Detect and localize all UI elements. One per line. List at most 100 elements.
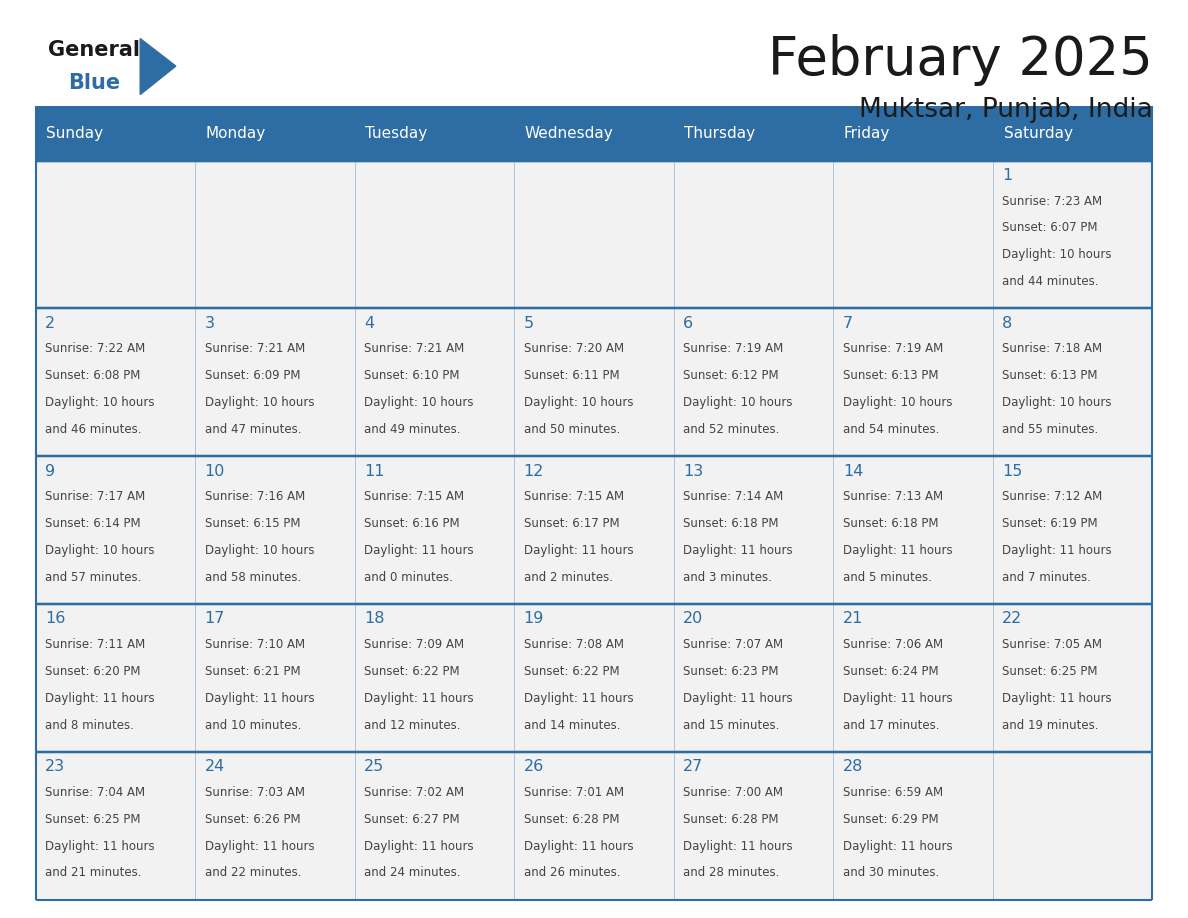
Text: Sunset: 6:20 PM: Sunset: 6:20 PM bbox=[45, 665, 140, 677]
Text: 10: 10 bbox=[204, 464, 225, 478]
Text: Monday: Monday bbox=[206, 126, 266, 140]
Bar bbox=[833, 161, 993, 308]
Text: Daylight: 11 hours: Daylight: 11 hours bbox=[842, 544, 953, 557]
Text: Sunset: 6:17 PM: Sunset: 6:17 PM bbox=[524, 517, 619, 530]
Text: and 5 minutes.: and 5 minutes. bbox=[842, 571, 931, 584]
Text: 21: 21 bbox=[842, 611, 864, 626]
Text: Daylight: 11 hours: Daylight: 11 hours bbox=[45, 840, 154, 853]
Text: Daylight: 11 hours: Daylight: 11 hours bbox=[683, 840, 792, 853]
Text: and 12 minutes.: and 12 minutes. bbox=[365, 719, 461, 732]
Text: Sunset: 6:18 PM: Sunset: 6:18 PM bbox=[842, 517, 939, 530]
Text: Friday: Friday bbox=[843, 126, 890, 140]
Text: Daylight: 11 hours: Daylight: 11 hours bbox=[683, 544, 792, 557]
Text: Sunset: 6:16 PM: Sunset: 6:16 PM bbox=[365, 517, 460, 530]
Text: and 47 minutes.: and 47 minutes. bbox=[204, 423, 302, 436]
Bar bbox=[355, 752, 514, 900]
Text: February 2025: February 2025 bbox=[767, 34, 1152, 85]
Text: Daylight: 11 hours: Daylight: 11 hours bbox=[204, 840, 315, 853]
Text: Sunset: 6:19 PM: Sunset: 6:19 PM bbox=[1003, 517, 1098, 530]
Text: Sunset: 6:14 PM: Sunset: 6:14 PM bbox=[45, 517, 140, 530]
Text: 22: 22 bbox=[1003, 611, 1023, 626]
Text: and 44 minutes.: and 44 minutes. bbox=[1003, 275, 1099, 288]
Text: 9: 9 bbox=[45, 464, 56, 478]
Text: 7: 7 bbox=[842, 316, 853, 330]
Bar bbox=[674, 308, 833, 456]
Text: Sunrise: 7:02 AM: Sunrise: 7:02 AM bbox=[365, 786, 465, 799]
Bar bbox=[36, 161, 195, 308]
Text: Sunset: 6:08 PM: Sunset: 6:08 PM bbox=[45, 369, 140, 382]
Bar bbox=[36, 752, 195, 900]
Text: Sunset: 6:28 PM: Sunset: 6:28 PM bbox=[683, 812, 779, 825]
Text: 11: 11 bbox=[365, 464, 385, 478]
Bar bbox=[195, 308, 355, 456]
Bar bbox=[36, 106, 1152, 161]
Text: and 55 minutes.: and 55 minutes. bbox=[1003, 423, 1099, 436]
Text: Sunset: 6:28 PM: Sunset: 6:28 PM bbox=[524, 812, 619, 825]
Polygon shape bbox=[140, 39, 176, 95]
Text: Daylight: 11 hours: Daylight: 11 hours bbox=[1003, 544, 1112, 557]
Text: 14: 14 bbox=[842, 464, 864, 478]
Bar bbox=[674, 604, 833, 752]
Text: Sunrise: 7:15 AM: Sunrise: 7:15 AM bbox=[524, 490, 624, 503]
Bar bbox=[833, 752, 993, 900]
Text: Sunrise: 7:09 AM: Sunrise: 7:09 AM bbox=[365, 638, 465, 651]
Text: and 10 minutes.: and 10 minutes. bbox=[204, 719, 301, 732]
Bar bbox=[993, 752, 1152, 900]
Text: Wednesday: Wednesday bbox=[525, 126, 614, 140]
Text: 25: 25 bbox=[365, 759, 385, 774]
Bar bbox=[674, 752, 833, 900]
Bar bbox=[993, 161, 1152, 308]
Text: Sunset: 6:27 PM: Sunset: 6:27 PM bbox=[365, 812, 460, 825]
Text: Daylight: 11 hours: Daylight: 11 hours bbox=[524, 692, 633, 705]
Text: Daylight: 10 hours: Daylight: 10 hours bbox=[1003, 249, 1112, 262]
Text: 27: 27 bbox=[683, 759, 703, 774]
Bar bbox=[993, 456, 1152, 604]
Text: 5: 5 bbox=[524, 316, 533, 330]
Bar bbox=[833, 456, 993, 604]
Text: and 17 minutes.: and 17 minutes. bbox=[842, 719, 940, 732]
Text: Daylight: 10 hours: Daylight: 10 hours bbox=[1003, 397, 1112, 409]
Text: Sunrise: 7:16 AM: Sunrise: 7:16 AM bbox=[204, 490, 305, 503]
Bar bbox=[355, 604, 514, 752]
Text: Muktsar, Punjab, India: Muktsar, Punjab, India bbox=[859, 97, 1152, 123]
Bar bbox=[355, 308, 514, 456]
Text: Sunrise: 7:23 AM: Sunrise: 7:23 AM bbox=[1003, 195, 1102, 207]
Text: and 52 minutes.: and 52 minutes. bbox=[683, 423, 779, 436]
Text: Sunrise: 7:15 AM: Sunrise: 7:15 AM bbox=[365, 490, 465, 503]
Text: Saturday: Saturday bbox=[1004, 126, 1073, 140]
Text: and 7 minutes.: and 7 minutes. bbox=[1003, 571, 1092, 584]
Text: Sunrise: 7:20 AM: Sunrise: 7:20 AM bbox=[524, 342, 624, 355]
Text: 6: 6 bbox=[683, 316, 694, 330]
Text: Sunrise: 7:08 AM: Sunrise: 7:08 AM bbox=[524, 638, 624, 651]
Text: 12: 12 bbox=[524, 464, 544, 478]
Text: Daylight: 11 hours: Daylight: 11 hours bbox=[842, 840, 953, 853]
Bar bbox=[993, 604, 1152, 752]
Text: and 14 minutes.: and 14 minutes. bbox=[524, 719, 620, 732]
Bar bbox=[993, 308, 1152, 456]
Text: Daylight: 11 hours: Daylight: 11 hours bbox=[365, 544, 474, 557]
Text: Daylight: 10 hours: Daylight: 10 hours bbox=[524, 397, 633, 409]
Text: Sunrise: 7:05 AM: Sunrise: 7:05 AM bbox=[1003, 638, 1102, 651]
Text: Sunset: 6:25 PM: Sunset: 6:25 PM bbox=[1003, 665, 1098, 677]
Text: and 28 minutes.: and 28 minutes. bbox=[683, 867, 779, 879]
Text: Sunrise: 7:10 AM: Sunrise: 7:10 AM bbox=[204, 638, 305, 651]
Text: and 22 minutes.: and 22 minutes. bbox=[204, 867, 302, 879]
Text: and 54 minutes.: and 54 minutes. bbox=[842, 423, 940, 436]
Text: 19: 19 bbox=[524, 611, 544, 626]
Text: and 26 minutes.: and 26 minutes. bbox=[524, 867, 620, 879]
Bar bbox=[674, 161, 833, 308]
Text: Sunset: 6:10 PM: Sunset: 6:10 PM bbox=[365, 369, 460, 382]
Text: Sunrise: 7:18 AM: Sunrise: 7:18 AM bbox=[1003, 342, 1102, 355]
Text: 23: 23 bbox=[45, 759, 65, 774]
Text: and 2 minutes.: and 2 minutes. bbox=[524, 571, 613, 584]
Text: 3: 3 bbox=[204, 316, 215, 330]
Text: 1: 1 bbox=[1003, 168, 1012, 183]
Text: Sunrise: 7:19 AM: Sunrise: 7:19 AM bbox=[842, 342, 943, 355]
Text: Daylight: 11 hours: Daylight: 11 hours bbox=[365, 692, 474, 705]
Bar bbox=[514, 456, 674, 604]
Text: Sunrise: 7:06 AM: Sunrise: 7:06 AM bbox=[842, 638, 943, 651]
Text: Sunset: 6:09 PM: Sunset: 6:09 PM bbox=[204, 369, 301, 382]
Text: Sunrise: 7:07 AM: Sunrise: 7:07 AM bbox=[683, 638, 783, 651]
Text: Sunset: 6:13 PM: Sunset: 6:13 PM bbox=[1003, 369, 1098, 382]
Text: Daylight: 11 hours: Daylight: 11 hours bbox=[1003, 692, 1112, 705]
